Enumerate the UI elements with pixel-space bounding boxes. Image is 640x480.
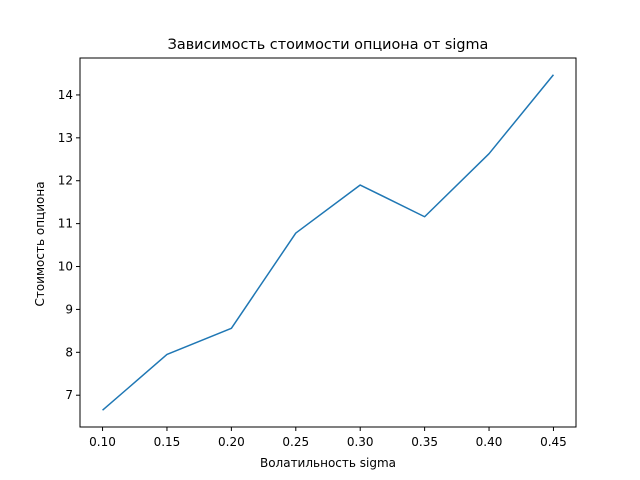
x-tick-label: 0.35 [411, 435, 438, 449]
x-tick-label: 0.40 [476, 435, 503, 449]
y-tick-label: 10 [58, 260, 73, 274]
x-axis-label: Волатильность sigma [260, 456, 396, 470]
y-tick-label: 8 [65, 345, 73, 359]
x-tick-label: 0.45 [540, 435, 567, 449]
y-tick-label: 7 [65, 388, 73, 402]
x-tick-label: 0.15 [154, 435, 181, 449]
y-tick-label: 13 [58, 131, 73, 145]
chart-title: Зависимость стоимости опциона от sigma [168, 37, 489, 53]
y-tick-label: 12 [58, 174, 73, 188]
x-axis-ticks: 0.10 0.15 0.20 0.25 0.30 0.35 0.40 0.45 [89, 427, 567, 449]
series-line-0 [102, 74, 555, 411]
y-tick-label: 9 [65, 302, 73, 316]
y-tick-label: 11 [58, 217, 73, 231]
plot-area [102, 74, 555, 411]
x-tick-label: 0.25 [282, 435, 309, 449]
plot-frame [79, 57, 577, 428]
x-tick-label: 0.30 [347, 435, 374, 449]
x-tick-label: 0.20 [218, 435, 245, 449]
y-tick-label: 14 [58, 88, 73, 102]
x-tick-label: 0.10 [89, 435, 116, 449]
y-axis-ticks: 7 8 9 10 11 12 13 14 [58, 88, 80, 402]
y-axis-label: Стоимость опциона [33, 181, 47, 306]
